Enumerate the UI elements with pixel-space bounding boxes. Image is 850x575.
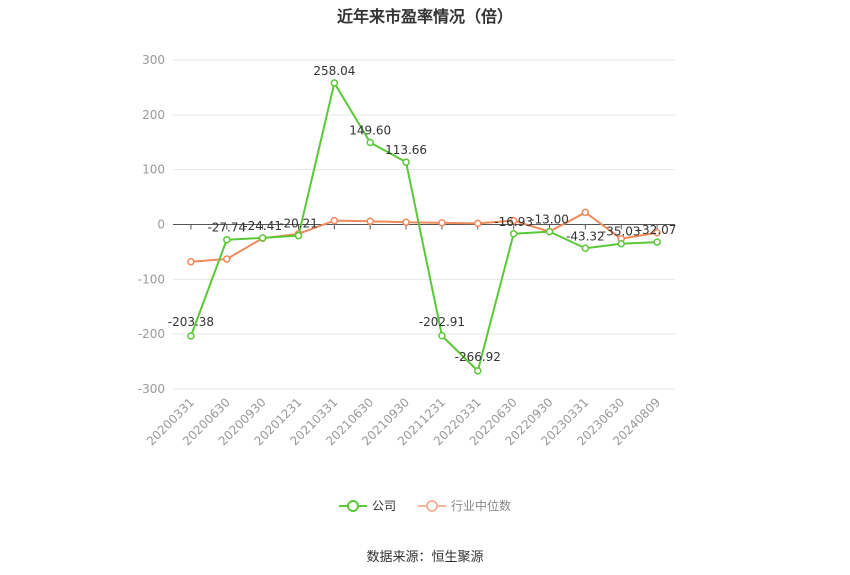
industry-median-data-point bbox=[509, 216, 518, 225]
company-data-label: -43.32 bbox=[566, 229, 605, 243]
company-data-point bbox=[653, 238, 661, 246]
company-data-point bbox=[402, 158, 410, 166]
company-data-label: -27.74 bbox=[207, 221, 246, 235]
y-tick-label: 300 bbox=[142, 53, 165, 67]
company-data-label: -24.41 bbox=[243, 219, 282, 233]
company-data-label: -32.07 bbox=[638, 223, 677, 237]
company-data-label: -13.00 bbox=[530, 213, 569, 227]
industry-median-data-point bbox=[474, 219, 482, 228]
chart-legend: 公司 行业中位数 bbox=[0, 497, 850, 514]
legend-label-company: 公司 bbox=[371, 499, 396, 513]
company-data-label: 113.66 bbox=[385, 143, 427, 157]
company-data-point bbox=[509, 230, 518, 238]
company-data-point bbox=[545, 227, 554, 236]
company-data-point bbox=[223, 235, 231, 244]
company-data-label: -16.93 bbox=[494, 215, 533, 229]
y-tick-label: -200 bbox=[138, 327, 165, 341]
chart-title: 近年来市盈率情况（倍） bbox=[336, 7, 513, 26]
industry-median-data-point bbox=[438, 219, 446, 227]
legend-item-company[interactable]: 公司 bbox=[338, 497, 396, 514]
company-data-label: 149.60 bbox=[349, 123, 391, 137]
y-tick-label: 0 bbox=[157, 218, 165, 232]
industry-median-data-point bbox=[366, 217, 374, 225]
company-line-marker-icon bbox=[338, 499, 367, 512]
company-data-point bbox=[294, 231, 303, 240]
y-tick-label: 100 bbox=[142, 163, 165, 177]
company-data-label: -202.91 bbox=[419, 315, 465, 329]
industry-median-line-marker-icon bbox=[418, 499, 446, 512]
company-data-point bbox=[617, 239, 625, 248]
industry-median-data-point bbox=[653, 228, 661, 237]
company-data-point bbox=[366, 138, 374, 147]
industry-median-data-point bbox=[187, 258, 195, 266]
company-data-point bbox=[258, 234, 267, 242]
company-data-point bbox=[330, 79, 339, 87]
company-data-point bbox=[438, 332, 446, 340]
company-data-point bbox=[581, 244, 590, 253]
industry-median-data-point bbox=[581, 208, 590, 217]
y-tick-label: -100 bbox=[138, 272, 165, 286]
company-data-label: -20.21 bbox=[279, 217, 318, 231]
legend-label-industry-median: 行业中位数 bbox=[451, 499, 512, 513]
y-tick-label: -300 bbox=[138, 382, 165, 396]
industry-median-data-point bbox=[402, 218, 410, 227]
company-data-label: 258.04 bbox=[313, 64, 355, 78]
y-tick-label: 200 bbox=[142, 108, 165, 122]
company-data-label: -266.92 bbox=[455, 350, 501, 364]
company-data-point bbox=[474, 367, 482, 375]
industry-median-data-point bbox=[223, 255, 231, 263]
company-data-label: -35.03 bbox=[602, 225, 641, 239]
industry-median-data-point bbox=[330, 216, 339, 225]
company-series-line bbox=[189, 82, 658, 372]
pe-ratio-line-chart: 3002001000-100-200-300202003312020063020… bbox=[138, 53, 677, 448]
company-data-point bbox=[187, 332, 195, 340]
legend-item-industry-median[interactable]: 行业中位数 bbox=[418, 497, 511, 514]
data-source-note: 数据来源：恒生聚源 bbox=[366, 550, 484, 565]
company-data-label: -203.38 bbox=[168, 315, 214, 329]
